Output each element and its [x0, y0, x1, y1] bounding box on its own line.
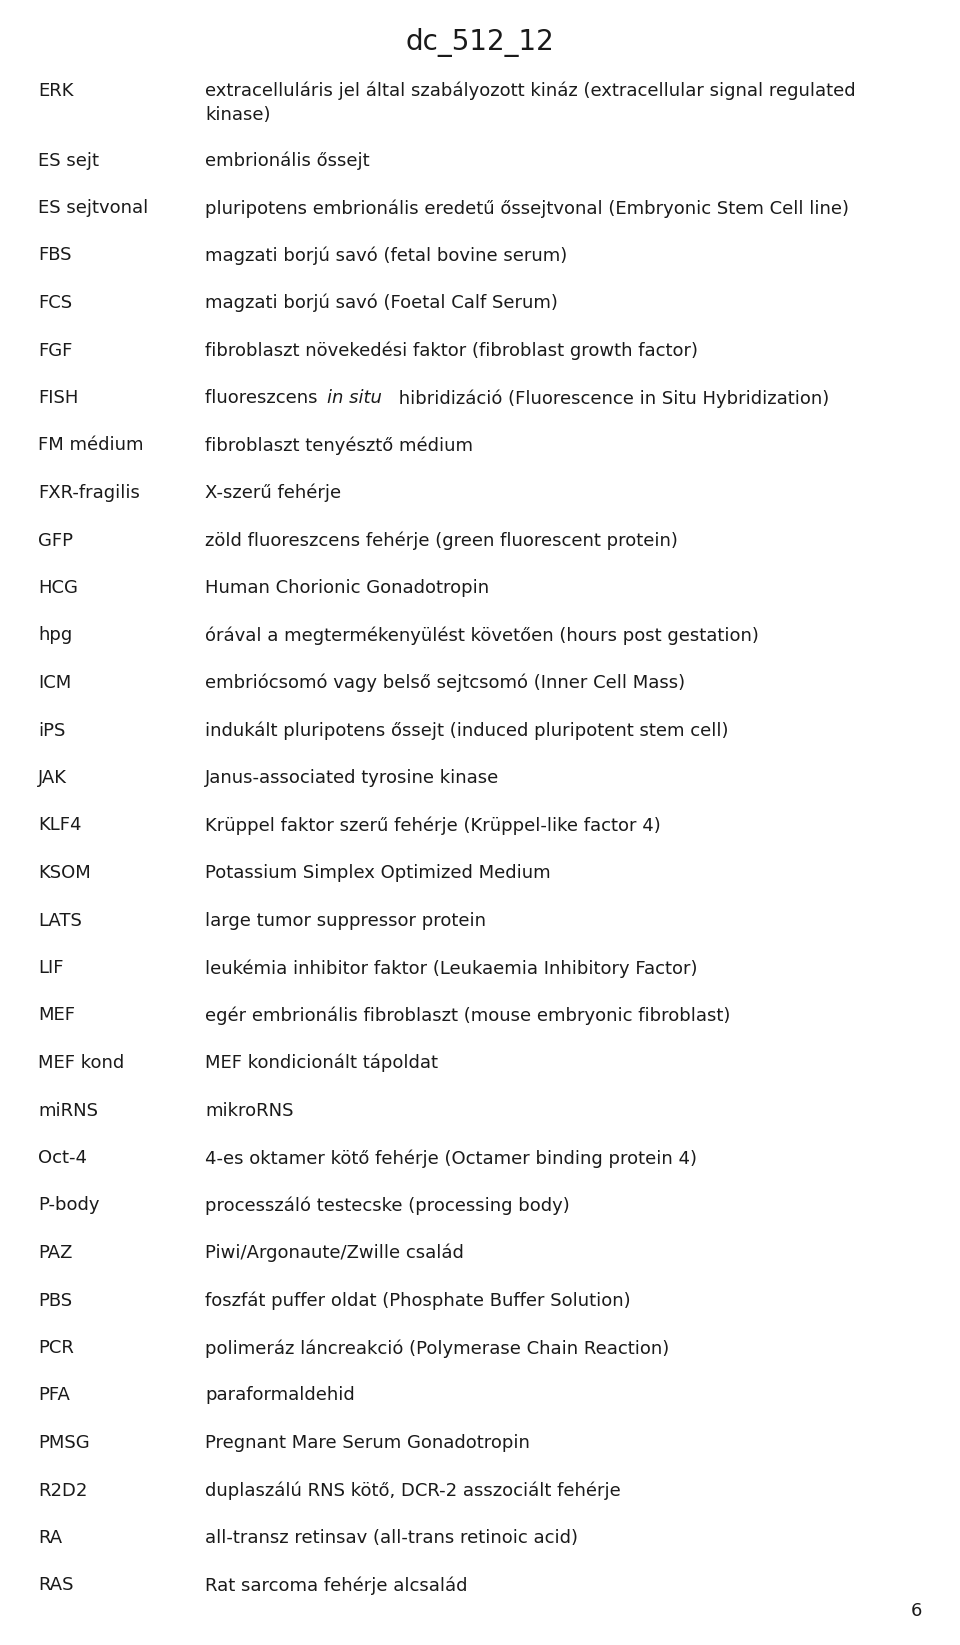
Text: dc_512_12: dc_512_12: [406, 28, 554, 58]
Text: FXR-fragilis: FXR-fragilis: [38, 484, 140, 502]
Text: kinase): kinase): [205, 107, 271, 125]
Text: magzati borjú savó (Foetal Calf Serum): magzati borjú savó (Foetal Calf Serum): [205, 294, 558, 313]
Text: FCS: FCS: [38, 294, 72, 313]
Text: foszfát puffer oldat (Phosphate Buffer Solution): foszfát puffer oldat (Phosphate Buffer S…: [205, 1291, 631, 1309]
Text: fluoreszcens: fluoreszcens: [205, 388, 324, 406]
Text: PCR: PCR: [38, 1339, 74, 1357]
Text: HCG: HCG: [38, 579, 78, 597]
Text: leukémia inhibitor faktor (Leukaemia Inhibitory Factor): leukémia inhibitor faktor (Leukaemia Inh…: [205, 959, 698, 977]
Text: paraformaldehid: paraformaldehid: [205, 1387, 355, 1405]
Text: JAK: JAK: [38, 768, 67, 786]
Text: pluripotens embrionális eredetű őssejtvonal (Embryonic Stem Cell line): pluripotens embrionális eredetű őssejtvo…: [205, 199, 849, 217]
Text: mikroRNS: mikroRNS: [205, 1102, 294, 1120]
Text: LIF: LIF: [38, 959, 63, 977]
Text: magzati borjú savó (fetal bovine serum): magzati borjú savó (fetal bovine serum): [205, 247, 567, 265]
Text: ICM: ICM: [38, 674, 71, 693]
Text: MEF kond: MEF kond: [38, 1054, 124, 1073]
Text: X-szerű fehérje: X-szerű fehérje: [205, 484, 341, 502]
Text: Pregnant Mare Serum Gonadotropin: Pregnant Mare Serum Gonadotropin: [205, 1434, 530, 1453]
Text: Rat sarcoma fehérje alcsalád: Rat sarcoma fehérje alcsalád: [205, 1576, 468, 1596]
Text: indukált pluripotens őssejt (induced pluripotent stem cell): indukált pluripotens őssejt (induced plu…: [205, 722, 729, 740]
Text: fibroblaszt tenyésztő médium: fibroblaszt tenyésztő médium: [205, 436, 473, 456]
Text: egér embrionális fibroblaszt (mouse embryonic fibroblast): egér embrionális fibroblaszt (mouse embr…: [205, 1007, 731, 1025]
Text: 4-es oktamer kötő fehérje (Octamer binding protein 4): 4-es oktamer kötő fehérje (Octamer bindi…: [205, 1148, 697, 1168]
Text: fibroblaszt növekedési faktor (fibroblast growth factor): fibroblaszt növekedési faktor (fibroblas…: [205, 342, 698, 360]
Text: extracelluláris jel által szabályozott kináz (extracellular signal regulated: extracelluláris jel által szabályozott k…: [205, 82, 855, 100]
Text: duplaszálú RNS kötő, DCR-2 asszociált fehérje: duplaszálú RNS kötő, DCR-2 asszociált fe…: [205, 1482, 621, 1500]
Text: RA: RA: [38, 1528, 62, 1546]
Text: Potassium Simplex Optimized Medium: Potassium Simplex Optimized Medium: [205, 864, 551, 882]
Text: ES sejtvonal: ES sejtvonal: [38, 199, 148, 217]
Text: R2D2: R2D2: [38, 1482, 87, 1500]
Text: Oct-4: Oct-4: [38, 1148, 87, 1166]
Text: PBS: PBS: [38, 1291, 72, 1309]
Text: in situ: in situ: [327, 388, 382, 406]
Text: miRNS: miRNS: [38, 1102, 98, 1120]
Text: Krüppel faktor szerű fehérje (Krüppel-like factor 4): Krüppel faktor szerű fehérje (Krüppel-li…: [205, 816, 660, 836]
Text: embriócsomó vagy belső sejtcsomó (Inner Cell Mass): embriócsomó vagy belső sejtcsomó (Inner …: [205, 674, 685, 693]
Text: KLF4: KLF4: [38, 816, 82, 834]
Text: FISH: FISH: [38, 388, 79, 406]
Text: hpg: hpg: [38, 627, 72, 645]
Text: Piwi/Argonaute/Zwille család: Piwi/Argonaute/Zwille család: [205, 1244, 464, 1262]
Text: PMSG: PMSG: [38, 1434, 89, 1453]
Text: PAZ: PAZ: [38, 1244, 72, 1262]
Text: ES sejt: ES sejt: [38, 151, 99, 169]
Text: KSOM: KSOM: [38, 864, 91, 882]
Text: LATS: LATS: [38, 911, 82, 929]
Text: processzáló testecske (processing body): processzáló testecske (processing body): [205, 1196, 569, 1216]
Text: MEF: MEF: [38, 1007, 75, 1025]
Text: large tumor suppressor protein: large tumor suppressor protein: [205, 911, 486, 929]
Text: PFA: PFA: [38, 1387, 70, 1405]
Text: hibridizáció (Fluorescence in Situ Hybridization): hibridizáció (Fluorescence in Situ Hybri…: [393, 388, 829, 408]
Text: órával a megtermékenyülést követően (hours post gestation): órával a megtermékenyülést követően (hou…: [205, 627, 758, 645]
Text: FGF: FGF: [38, 342, 72, 360]
Text: all-transz retinsav (all-trans retinoic acid): all-transz retinsav (all-trans retinoic …: [205, 1528, 578, 1546]
Text: RAS: RAS: [38, 1576, 74, 1594]
Text: GFP: GFP: [38, 531, 73, 549]
Text: P-body: P-body: [38, 1196, 100, 1214]
Text: FM médium: FM médium: [38, 436, 143, 454]
Text: 6: 6: [911, 1602, 922, 1620]
Text: Human Chorionic Gonadotropin: Human Chorionic Gonadotropin: [205, 579, 490, 597]
Text: ERK: ERK: [38, 82, 74, 100]
Text: zöld fluoreszcens fehérje (green fluorescent protein): zöld fluoreszcens fehérje (green fluores…: [205, 531, 678, 549]
Text: polimeráz láncreakció (Polymerase Chain Reaction): polimeráz láncreakció (Polymerase Chain …: [205, 1339, 669, 1357]
Text: FBS: FBS: [38, 247, 71, 265]
Text: embrionális őssejt: embrionális őssejt: [205, 151, 370, 169]
Text: iPS: iPS: [38, 722, 65, 740]
Text: Janus-associated tyrosine kinase: Janus-associated tyrosine kinase: [205, 768, 499, 786]
Text: MEF kondicionált tápoldat: MEF kondicionált tápoldat: [205, 1054, 438, 1073]
